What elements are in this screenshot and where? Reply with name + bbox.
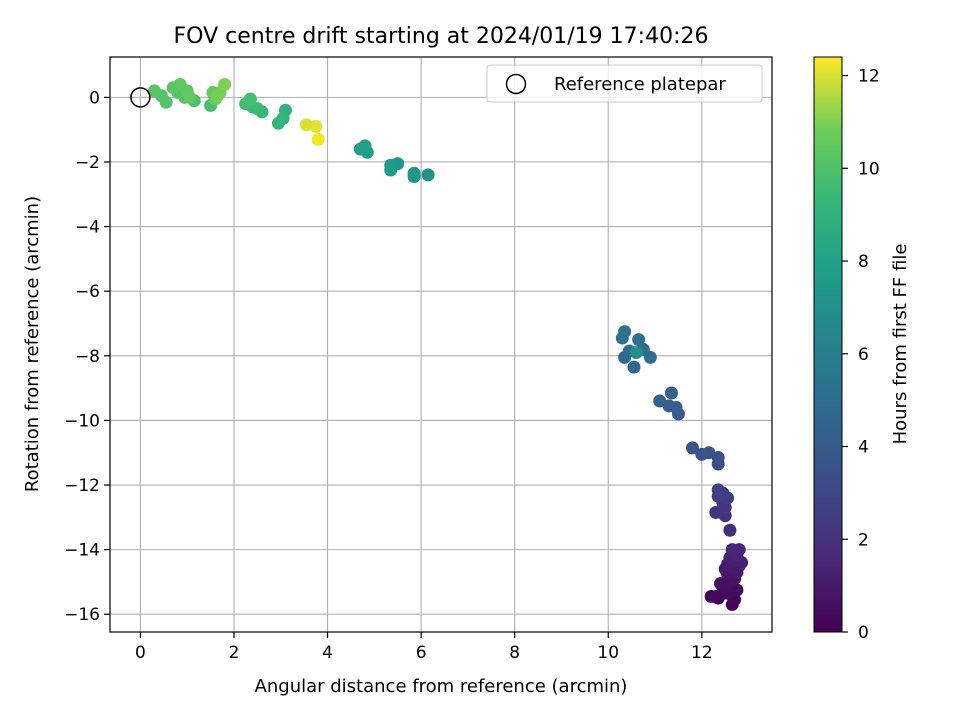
data-point xyxy=(695,447,709,461)
data-point xyxy=(309,119,323,133)
data-points xyxy=(130,77,749,612)
legend-reference-marker xyxy=(505,73,527,95)
data-point xyxy=(615,331,629,345)
y-tick-label: −4 xyxy=(75,218,100,238)
data-point xyxy=(714,577,728,591)
data-point xyxy=(311,132,325,146)
x-tick-label: 8 xyxy=(509,643,520,663)
data-point xyxy=(723,523,737,537)
grid-lines xyxy=(110,57,772,632)
data-point xyxy=(358,139,372,153)
data-point xyxy=(685,441,699,455)
data-point xyxy=(271,116,285,130)
plot-frame xyxy=(109,56,773,633)
data-point xyxy=(407,166,421,180)
data-point xyxy=(711,483,725,497)
y-tick-label: −2 xyxy=(75,153,100,173)
data-point xyxy=(629,346,643,360)
data-point xyxy=(147,84,161,98)
legend-reference-label: Reference platepar xyxy=(554,74,726,95)
colorbar-tick-label: 4 xyxy=(858,438,869,458)
data-point xyxy=(653,394,667,408)
y-tick-label: −12 xyxy=(64,476,100,496)
x-tick-label: 0 xyxy=(135,643,146,663)
data-point xyxy=(664,386,678,400)
colorbar-tick-label: 8 xyxy=(858,252,869,272)
y-tick-label: −14 xyxy=(64,541,100,561)
colorbar-tick-label: 10 xyxy=(858,159,880,179)
x-axis-label: Angular distance from reference (arcmin) xyxy=(255,676,628,697)
data-point xyxy=(211,89,225,103)
y-tick-label: −6 xyxy=(75,282,100,302)
data-point xyxy=(709,589,723,603)
data-point xyxy=(384,163,398,177)
data-point xyxy=(218,77,232,91)
y-tick-label: −8 xyxy=(75,347,100,367)
reference-platepar-marker xyxy=(130,87,151,108)
x-tick-label: 6 xyxy=(416,643,427,663)
y-tick-label: −16 xyxy=(64,605,100,625)
x-tick-label: 12 xyxy=(691,643,713,663)
colorbar-ticks: 0 2 4 6 8 10 12 xyxy=(842,67,880,643)
colorbar-tick-label: 6 xyxy=(858,345,869,365)
colorbar-tick-label: 0 xyxy=(858,623,869,643)
legend: Reference platepar xyxy=(486,64,763,103)
data-point xyxy=(421,168,435,182)
x-tick-label: 2 xyxy=(229,643,240,663)
colorbar-gradient xyxy=(813,56,843,633)
x-tick-label: 10 xyxy=(597,643,619,663)
data-point xyxy=(627,360,641,374)
colorbar-label: Hours from first FF file xyxy=(890,244,911,445)
colorbar-tick-label: 2 xyxy=(858,530,869,550)
legend-box xyxy=(486,64,763,103)
data-point xyxy=(632,333,646,347)
data-point xyxy=(183,90,197,104)
data-point xyxy=(243,92,257,106)
chart-title: FOV centre drift starting at 2024/01/19 … xyxy=(174,24,709,49)
plot-axes: 0 2 4 6 8 10 12 0 −2 −4 −6 −8 −10 −12 −14 −16 xyxy=(64,56,773,663)
y-tick-label: 0 xyxy=(89,88,100,108)
y-axis-label: Rotation from reference (arcmin) xyxy=(22,196,43,492)
y-tick-label: −10 xyxy=(64,411,100,431)
x-tick-label: 4 xyxy=(322,643,333,663)
colorbar-tick-label: 12 xyxy=(858,67,880,87)
data-point xyxy=(725,543,739,557)
colorbar: 0 2 4 6 8 10 12 Hours from first FF file xyxy=(813,56,911,643)
